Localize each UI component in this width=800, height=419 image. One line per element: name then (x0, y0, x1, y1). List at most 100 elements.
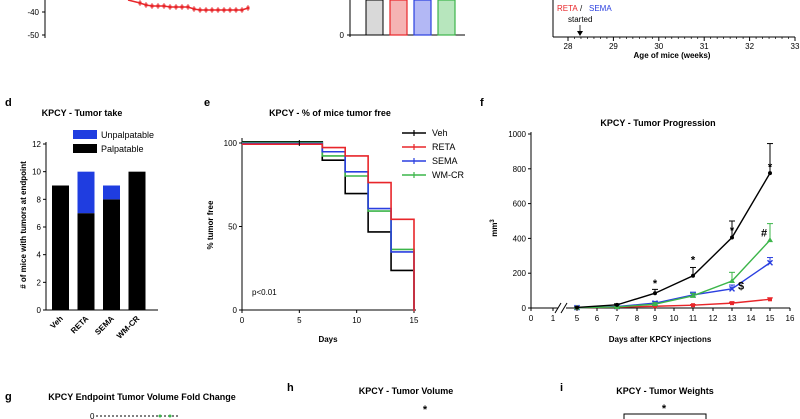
panel-f-tick-label: 8 (635, 314, 640, 323)
panel-e-xlabel: Days (318, 335, 338, 344)
panel-d-bar-palpatable (103, 199, 120, 310)
panel-d-legend-swatch-unpalp (73, 130, 97, 139)
panel-f-annotation: # (761, 228, 767, 240)
panel-d-tick-label: 4 (37, 251, 42, 260)
panel-g-letter: g (5, 391, 12, 403)
panel-e-ylabel: % tumor free (206, 200, 215, 249)
panel-f-tick-label: 15 (766, 314, 775, 323)
panel-g-partial-point (158, 414, 162, 418)
panel-c-tick-label: 31 (700, 42, 709, 51)
panel-d-ylabel: # of mice with tumors at endpoint (19, 161, 28, 289)
panel-f-point (767, 237, 773, 243)
panel-f-xlabel: Days after KPCY injections (609, 335, 712, 344)
panel-c-start-arrowhead (577, 31, 583, 36)
panel-c-tick-label: 29 (609, 42, 618, 51)
panel-d-tick-label: 2 (37, 278, 42, 287)
panel-f-tick-label: 9 (653, 314, 658, 323)
panel-e-series-wm-cr (242, 141, 415, 310)
panel-f-title: KPCY - Tumor Progression (600, 118, 715, 128)
panel-c-label-reta: RETA (557, 4, 578, 13)
panel-f-series-wm-cr (576, 239, 771, 309)
panel-i-title: KPCY - Tumor Weights (616, 386, 714, 396)
panel-f-tick-label: 0 (529, 314, 534, 323)
panel-f-point (575, 305, 579, 310)
panel-f-tick-label: 1 (551, 314, 556, 323)
panel-f-point (768, 171, 772, 176)
panel-g-title: KPCY Endpoint Tumor Volume Fold Change (48, 392, 236, 402)
panel-f-series-veh (576, 172, 771, 309)
panel-f-point (729, 285, 735, 292)
panel-f-ylabel: mm (490, 223, 499, 237)
panel-f-point (652, 301, 658, 307)
panel-f: f KPCY - Tumor Progression mm3 Days afte… (480, 97, 795, 344)
panel-c-fragment: RETA / SEMA started 28 29 30 31 32 33 Age of … (552, 0, 800, 60)
panel-f-annotation: $ (738, 281, 744, 293)
panel-f-tick-label: 0 (522, 304, 527, 313)
panel-i-star: * (662, 403, 667, 415)
panel-d-bar-palpatable (128, 171, 146, 310)
panel-c-tick-label: 28 (564, 42, 573, 51)
panel-f-tick-label: 1000 (508, 130, 526, 139)
panel-e-legend-label: RETA (432, 142, 455, 152)
panel-d-legend-palp: Palpatable (101, 144, 144, 154)
panel-a-fragment: -40 -50 (27, 0, 250, 40)
panel-c-ticks: 28 29 30 31 32 33 (564, 37, 800, 51)
panel-f-point (729, 278, 735, 284)
panel-d-legend-unpalp: Unpalpatable (101, 130, 154, 140)
panel-f-annotation: * (691, 255, 696, 267)
panel-i-fragment: i KPCY - Tumor Weights * (560, 382, 714, 419)
panel-f-tick-label: 200 (513, 269, 527, 278)
panel-f-tick-label: 7 (615, 314, 620, 323)
panel-e-letter: e (204, 97, 210, 109)
panel-f-annotation: * (768, 162, 773, 174)
panel-c-label-sema: SEMA (589, 4, 612, 13)
panel-e-legend-label: Veh (432, 128, 448, 138)
panel-d-title: KPCY - Tumor take (42, 108, 123, 118)
panel-d-tick-label: 10 (32, 168, 41, 177)
panel-c-tick-label: 32 (745, 42, 754, 51)
panel-f-tick-label: 10 (670, 314, 679, 323)
panel-d: d KPCY - Tumor take # of mice with tumor… (5, 97, 158, 341)
panel-e-tick-label: 10 (352, 316, 361, 325)
panel-f-point (653, 291, 657, 296)
panel-b-fragment: 0 (340, 0, 465, 40)
panel-h-fragment: h KPCY - Tumor Volume * (287, 382, 453, 416)
panel-f-tick-label: 16 (786, 314, 795, 323)
panel-f-annotation: * (653, 278, 658, 290)
panel-f-tick-label: 6 (595, 314, 600, 323)
panel-e-tick-label: 15 (410, 316, 419, 325)
panel-d-tick-label: 6 (37, 223, 42, 232)
panel-d-category-label: RETA (69, 314, 91, 336)
panel-f-tick-label: 13 (728, 314, 737, 323)
panel-f-point (730, 235, 734, 240)
panel-e-tick-label: 100 (224, 139, 238, 148)
panel-e-tick-label: 5 (297, 316, 302, 325)
panel-d-category-label: Veh (48, 314, 65, 331)
panel-e-plot: 0 50 100 0 5 10 15 (224, 138, 419, 325)
panel-d-tick-label: 0 (37, 306, 42, 315)
panel-f-letter: f (480, 97, 484, 109)
panel-b-bar-reta (389, 0, 408, 36)
panel-f-ylabel-group: mm3 (490, 219, 499, 237)
panel-c-label-started: started (568, 15, 592, 24)
panel-c-tick-label: 30 (654, 42, 663, 51)
panel-b-bar-wmcr (437, 0, 456, 36)
panel-f-point (691, 303, 695, 308)
panel-f-tick-label: 400 (513, 234, 527, 243)
panel-e-legend-label: WM-CR (432, 170, 464, 180)
panel-f-point (691, 273, 695, 278)
panel-a-tick-label: -50 (27, 31, 39, 40)
panel-d-bar-palpatable (77, 213, 95, 310)
panel-f-axis-break (560, 302, 568, 314)
panel-b-bar-sema (413, 0, 432, 36)
panel-d-plot: 0 2 4 6 8 10 12 Veh RETA SEMA WM-CR (32, 140, 158, 341)
panel-h-star: * (423, 404, 428, 416)
panel-d-category-label: WM-CR (115, 314, 142, 341)
panel-d-bar-unpalpatable (77, 171, 95, 214)
panel-f-point (767, 259, 773, 266)
panel-f-axis-break (554, 302, 562, 314)
panel-g-partial-tick: 0 (90, 412, 95, 419)
panel-e: e KPCY - % of mice tumor free % tumor fr… (204, 97, 464, 344)
